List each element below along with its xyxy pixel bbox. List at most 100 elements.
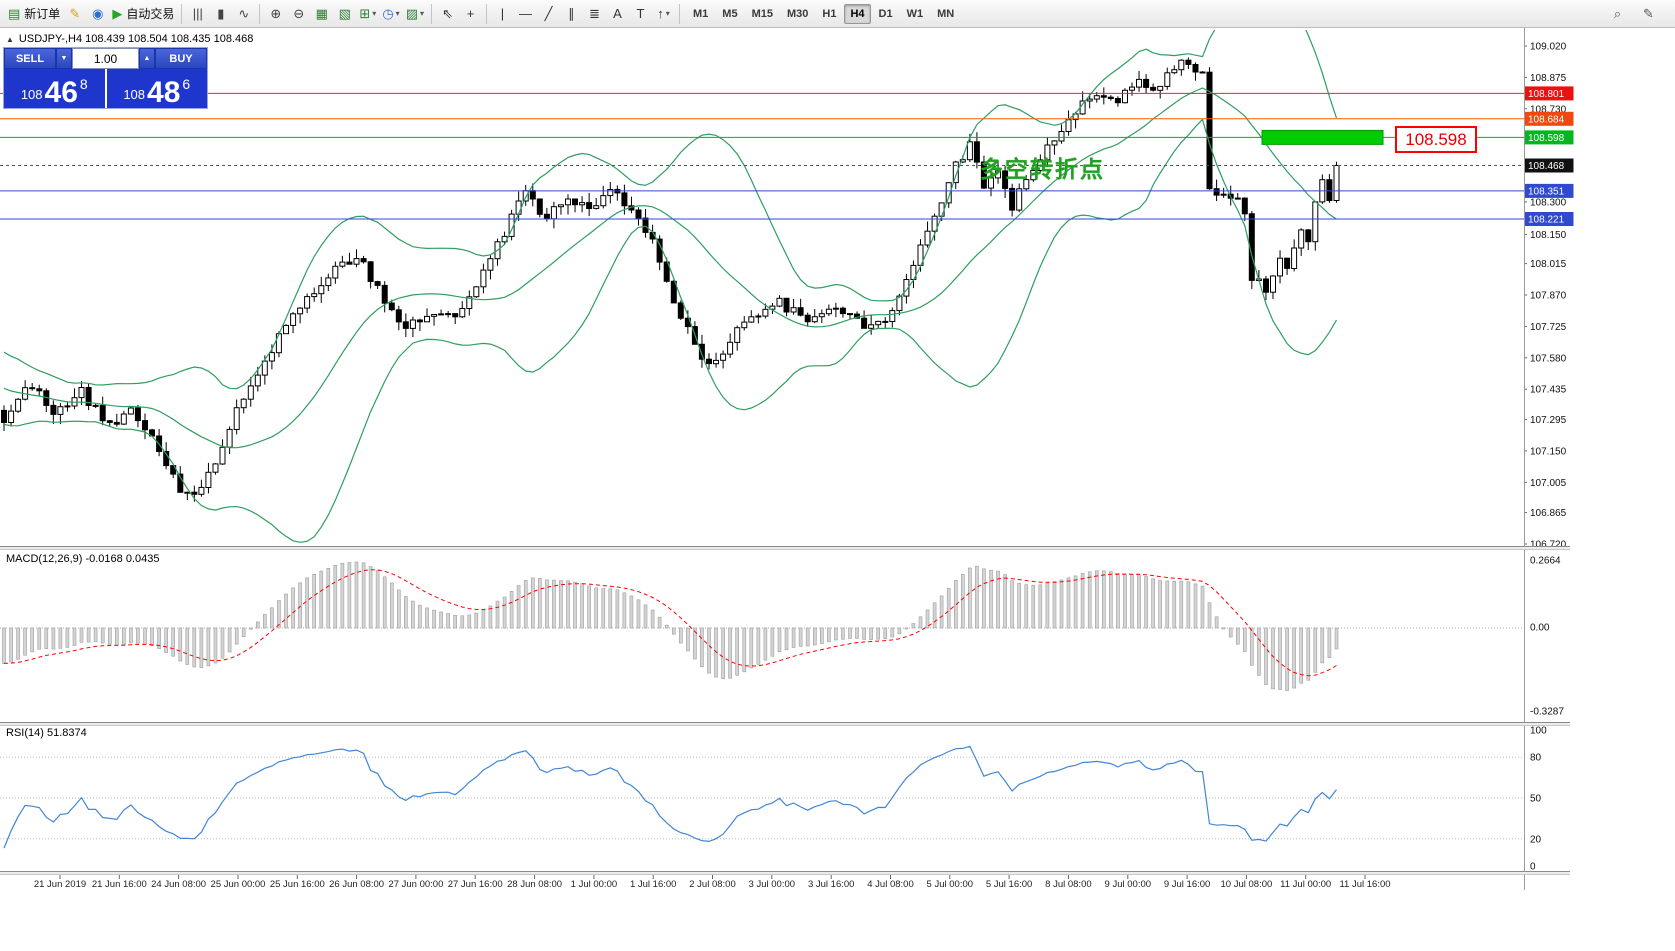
zoom-in-button[interactable]: ⊕ [264, 3, 287, 25]
toolbar-items: ▤ 新订单 ✎ ◉ ▶ 自动交易 ||| ▮ ∿ ⊕ ⊖ ▦ ▧ ⊞ ▾ ◷ ▾ ▨ ▾ ⇖ + | — ╱ ∥ ≣ A T ↑ ▾ [5, 3, 684, 25]
macd-histogram-bar [982, 568, 986, 629]
candlestick-chart-button[interactable]: ▮ [209, 3, 232, 25]
tile-windows-icon: ▦ [315, 6, 328, 21]
price-tag[interactable]: 108.684 [1524, 111, 1574, 126]
macd-histogram-bar [298, 582, 302, 629]
one-click-panel-toggle-icon[interactable]: ▲ [6, 34, 14, 44]
indicators-button[interactable]: ⊞ ▾ [356, 3, 379, 25]
text-button[interactable]: A [606, 3, 629, 25]
time-axis-label: 5 Jul 16:00 [986, 879, 1032, 890]
macd-histogram-bar [1158, 580, 1162, 629]
price-scale-label: 108.150 [1530, 230, 1567, 241]
fibonacci-button[interactable]: ≣ [583, 3, 606, 25]
periods-button[interactable]: ◷ ▾ [379, 3, 402, 25]
volume-input[interactable]: 1.00 [72, 48, 139, 69]
buy-button[interactable]: BUY [155, 48, 207, 69]
new-order-button[interactable]: ▤ 新订单 [5, 3, 63, 25]
candle-body [988, 177, 994, 189]
metaeditor-button[interactable]: ✎ [63, 3, 86, 25]
line-chart-button[interactable]: ∿ [232, 3, 255, 25]
zoom-out-button[interactable]: ⊖ [287, 3, 310, 25]
macd-histogram-bar [876, 627, 881, 640]
candle-body [1326, 179, 1333, 201]
timeframe-w1-button[interactable]: W1 [906, 7, 924, 20]
price-tag[interactable]: 108.468 [1524, 158, 1574, 173]
sell-price-display[interactable]: 108 46 8 [4, 69, 105, 108]
candle-body [783, 297, 790, 313]
buy-price-display[interactable]: 108 48 6 [106, 69, 207, 108]
macd-histogram-bar [326, 567, 331, 629]
macd-histogram-bar [389, 582, 394, 629]
macd-histogram-bar [206, 627, 211, 667]
autotrading-button[interactable]: ▶ 自动交易 [109, 3, 177, 25]
toolbar-right-group: ⌕ ✎ [1606, 3, 1670, 25]
macd-histogram-bar [411, 600, 415, 629]
macd-histogram-bar [939, 595, 944, 629]
panel-splitter[interactable] [0, 722, 1570, 726]
candle-body [1333, 165, 1340, 201]
chart-annotation-text[interactable]: 多空转折点 [980, 156, 1105, 182]
horizontal-level-lines[interactable] [0, 92, 1524, 220]
timeframe-h4-button[interactable]: H4 [844, 3, 871, 24]
timeframe-d1-button[interactable]: D1 [878, 7, 893, 20]
macd-histogram-bar [989, 569, 993, 629]
quick-edit-button[interactable]: ✎ [1637, 3, 1660, 25]
sell-button[interactable]: SELL [4, 48, 56, 69]
candle-body [268, 352, 275, 362]
search-button[interactable]: ⌕ [1606, 3, 1629, 25]
macd-histogram-bar [143, 627, 147, 645]
candle-body [1171, 69, 1178, 74]
macd-histogram-bar [559, 580, 563, 629]
arrows-button[interactable]: ↑ ▾ [652, 3, 675, 25]
text-label-button[interactable]: T [629, 3, 652, 25]
price-callout-label[interactable]: 108.598 [1395, 126, 1477, 153]
panel-splitter[interactable] [0, 546, 1570, 550]
tile-windows-button[interactable]: ▦ [310, 3, 333, 25]
metaeditor-icon: ✎ [69, 6, 81, 21]
cascade-windows-button[interactable]: ▧ [333, 3, 356, 25]
trendline-button[interactable]: ╱ [537, 3, 560, 25]
community-button[interactable]: ◉ [86, 3, 109, 25]
candle-body [402, 321, 409, 329]
candle-body [713, 359, 719, 365]
volume-increase-button[interactable]: ▲ [139, 48, 155, 69]
candle-body [480, 269, 487, 288]
volume-decrease-button[interactable]: ▼ [56, 48, 72, 69]
candle-body [529, 190, 536, 200]
macd-histogram-bar [1278, 627, 1282, 690]
price-tag[interactable]: 108.801 [1524, 86, 1574, 101]
horizontal-line-button[interactable]: — [514, 3, 537, 25]
price-tag[interactable]: 108.351 [1524, 183, 1574, 198]
macd-histogram-bar [643, 604, 648, 629]
price-scale-label: 107.295 [1530, 415, 1567, 426]
macd-histogram-bar [227, 627, 232, 653]
bar-chart-button[interactable]: ||| [186, 3, 209, 25]
vertical-line-button[interactable]: | [491, 3, 514, 25]
rectangle-object[interactable] [1261, 129, 1384, 145]
macd-histogram-bar [552, 579, 556, 629]
line-chart-icon: ∿ [238, 6, 250, 21]
timeframe-m5-button[interactable]: M5 [722, 7, 738, 20]
crosshair-button[interactable]: + [459, 3, 482, 25]
channel-button[interactable]: ∥ [560, 3, 583, 25]
price-scale-label: 108.730 [1530, 104, 1567, 115]
macd-histogram-bar [108, 627, 112, 645]
macd-histogram-bar [841, 627, 845, 640]
timeframe-mn-button[interactable]: MN [937, 7, 955, 20]
timeframe-m30-button[interactable]: M30 [786, 7, 809, 20]
price-tag[interactable]: 108.598 [1524, 130, 1574, 145]
cursor-button[interactable]: ⇖ [436, 3, 459, 25]
macd-histogram-bar [1116, 573, 1120, 629]
candle-body [995, 170, 1001, 179]
price-tag[interactable]: 108.221 [1524, 212, 1574, 226]
time-axis-label: 1 Jul 16:00 [630, 879, 676, 890]
templates-button[interactable]: ▨ ▾ [403, 3, 427, 25]
timeframe-m15-button[interactable]: M15 [751, 7, 773, 20]
panel-splitter[interactable] [0, 871, 1570, 875]
symbol-ohlc-text: USDJPY-,H4 108.439 108.504 108.435 108.4… [18, 33, 254, 45]
candle-body [346, 261, 353, 265]
macd-histogram-bar [1236, 627, 1240, 645]
candle-body [832, 307, 839, 310]
timeframe-h1-button[interactable]: H1 [822, 7, 837, 20]
timeframe-m1-button[interactable]: M1 [693, 7, 709, 20]
